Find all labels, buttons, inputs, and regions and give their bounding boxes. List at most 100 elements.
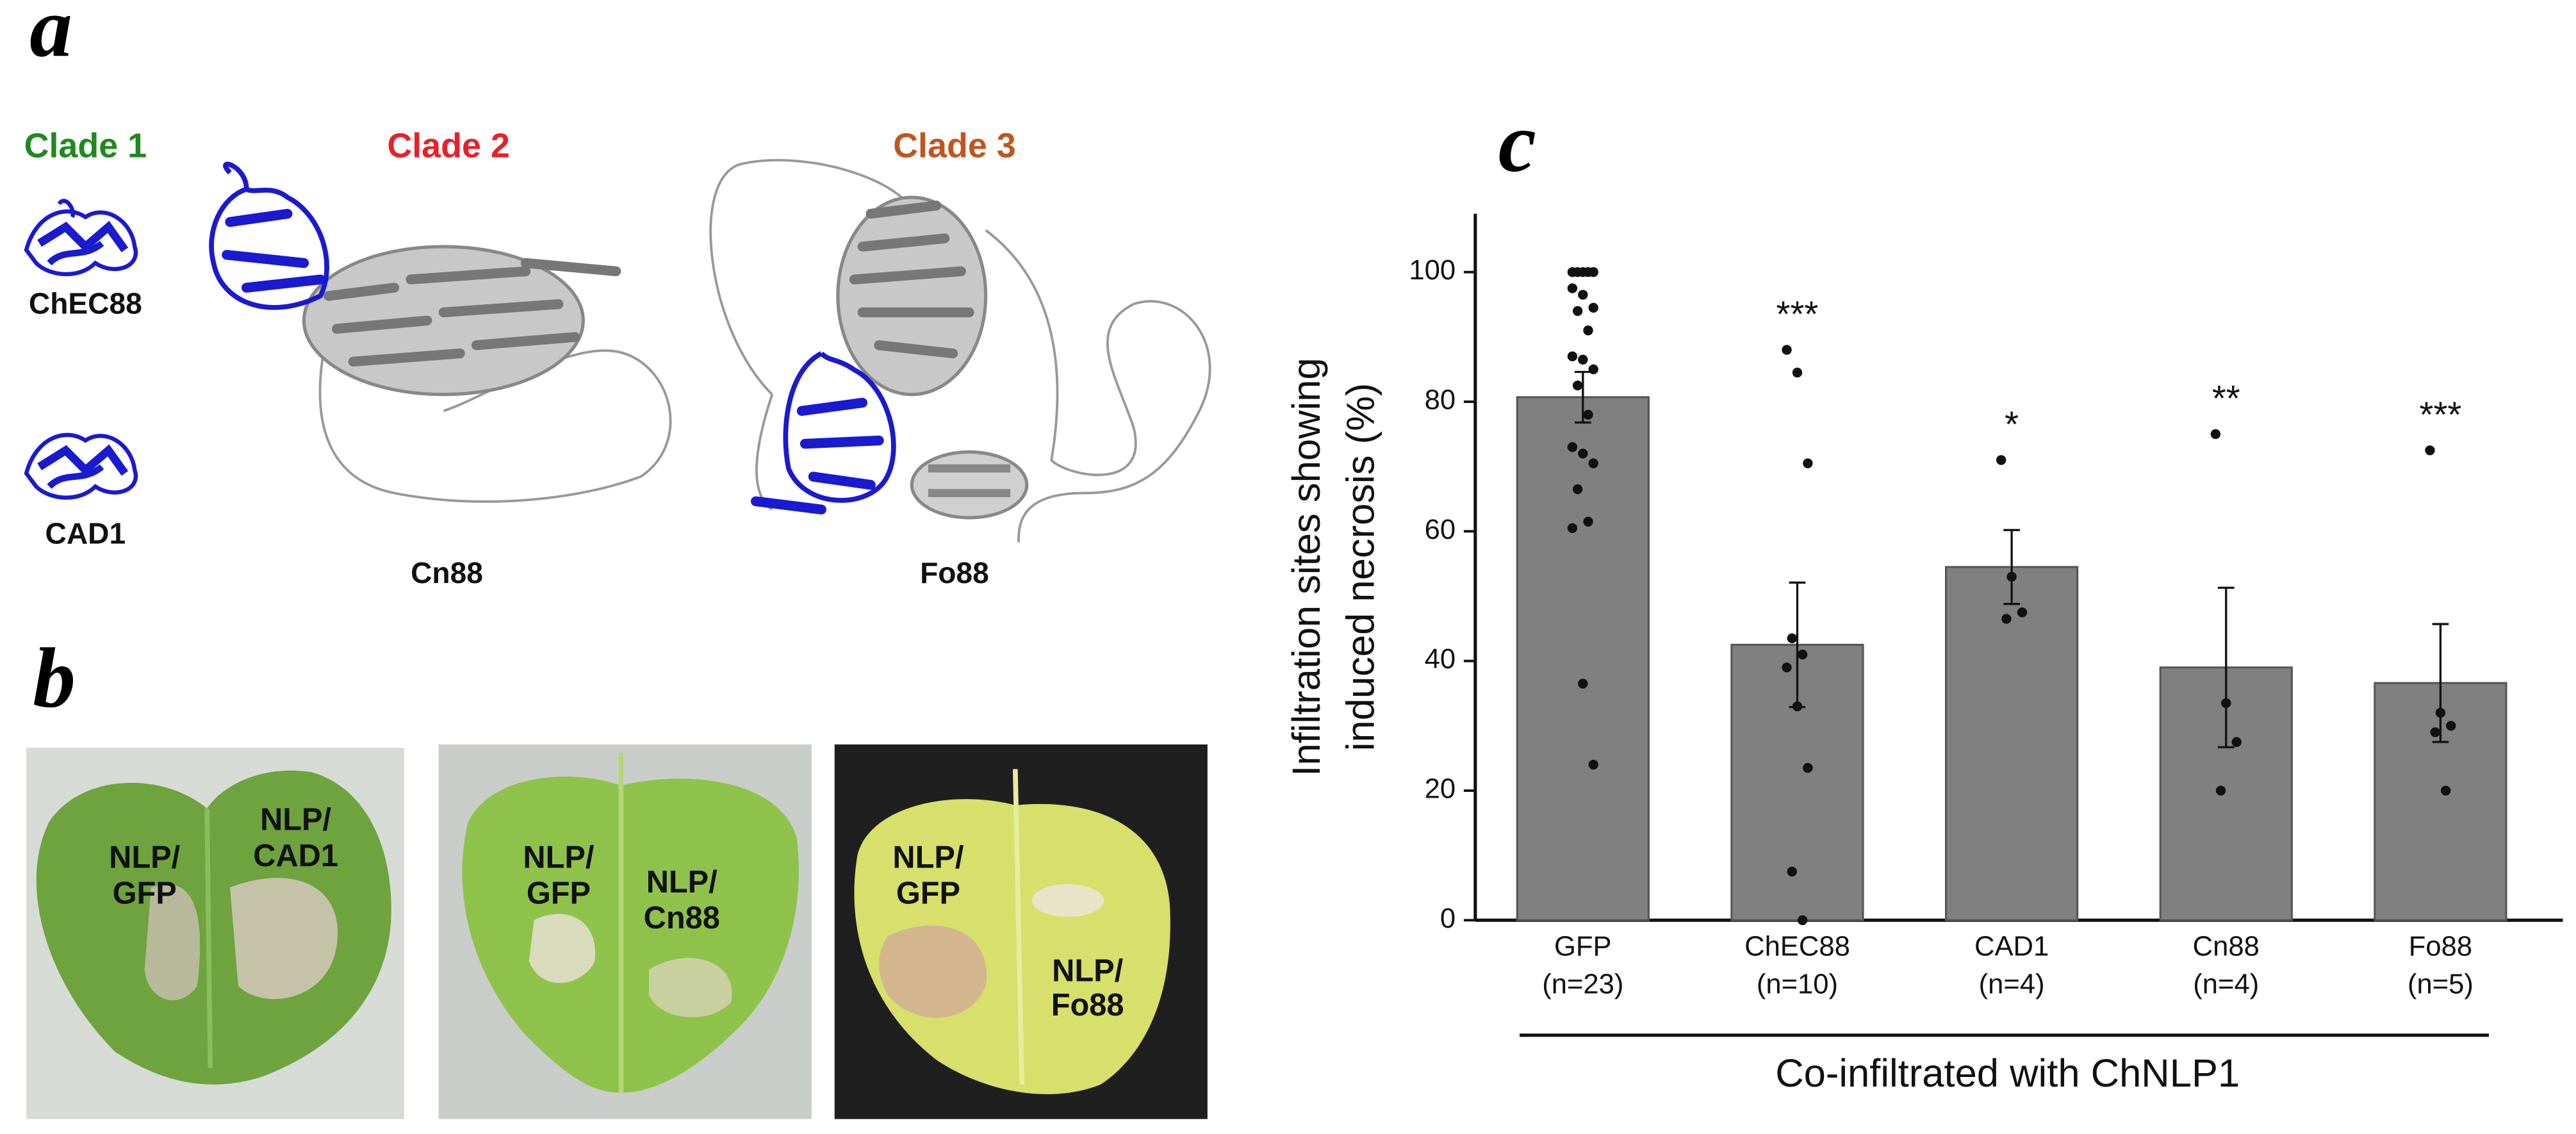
- protein-name: CAD1: [45, 516, 126, 550]
- leaf-label: NLP/: [109, 840, 180, 875]
- y-tick-label: 100: [1409, 255, 1456, 286]
- data-point: [1803, 458, 1813, 468]
- clade-title: Clade 1: [24, 126, 147, 165]
- data-point: [2425, 445, 2435, 456]
- x-tick-label: Fo88: [2409, 931, 2472, 962]
- bar: [1945, 566, 2079, 921]
- data-point: [1567, 283, 1578, 293]
- data-point: [1578, 448, 1588, 459]
- data-point: [1567, 442, 1578, 452]
- structure-fo88: [709, 159, 1211, 543]
- data-point: [1588, 364, 1598, 375]
- x-tick-label: Cn88: [2193, 931, 2260, 962]
- data-point: [1797, 915, 1808, 926]
- y-tick-label: 0: [1440, 903, 1456, 934]
- data-point: [2017, 607, 2028, 618]
- chart: 0 20 40 60 80 100 GFP (n=23) *** ChEC88 (n=10) * CAD…: [1409, 213, 2563, 999]
- data-point: [1572, 381, 1583, 391]
- leaf-label: NLP/: [892, 840, 964, 875]
- leaf-photo: NLP/ GFP NLP/ CAD1: [26, 748, 404, 1119]
- data-point: [1567, 351, 1578, 361]
- leaf-label: CAD1: [253, 839, 338, 873]
- leaf-label: GFP: [113, 876, 177, 911]
- y-axis-label: induced necrosis (%): [1339, 383, 1383, 752]
- x-tick-label: ChEC88: [1744, 931, 1850, 962]
- structure-chec88: [24, 199, 138, 277]
- y-tick-label: 60: [1425, 514, 1456, 545]
- y-tick-label: 20: [1425, 774, 1456, 805]
- leaf-photo: NLP/ GFP NLP/ Fo88: [834, 744, 1208, 1119]
- data-point: [2231, 737, 2242, 747]
- y-tick-label: 80: [1425, 385, 1456, 416]
- x-tick-sublabel: (n=4): [1979, 969, 2045, 999]
- panel-label: b: [33, 630, 76, 725]
- data-point: [2446, 721, 2456, 731]
- significance-label: ***: [2420, 395, 2462, 435]
- data-point: [2440, 785, 2451, 796]
- data-point: [1572, 484, 1583, 495]
- data-point: [1996, 455, 2006, 465]
- data-point: [1567, 523, 1578, 533]
- data-point: [1583, 325, 1593, 336]
- data-point: [1578, 354, 1588, 365]
- data-point: [1797, 649, 1808, 660]
- data-point: [1583, 409, 1593, 420]
- leaf-photo: NLP/ GFP NLP/ Cn88: [438, 744, 812, 1119]
- data-point: [1583, 267, 1593, 277]
- data-point: [2215, 785, 2226, 796]
- protein-name: ChEC88: [29, 286, 142, 320]
- data-point: [2221, 698, 2231, 709]
- leaf-label: NLP/: [523, 840, 594, 875]
- data-point: [1787, 633, 1797, 643]
- leaf-label: NLP/: [1052, 953, 1123, 988]
- x-tick-sublabel: (n=4): [2193, 969, 2259, 999]
- data-point: [1792, 701, 1803, 712]
- leaf-label: NLP/: [646, 865, 718, 900]
- data-point: [1588, 458, 1598, 468]
- x-tick-label: CAD1: [1974, 931, 2049, 962]
- data-point: [2210, 429, 2221, 440]
- protein-name: Cn88: [411, 556, 483, 589]
- data-point: [2001, 614, 2012, 624]
- data-point: [1782, 345, 1792, 355]
- significance-label: ***: [1776, 294, 1819, 334]
- data-point: [2430, 727, 2440, 737]
- data-point: [1782, 662, 1792, 673]
- data-point: [2006, 571, 2017, 582]
- significance-label: *: [2005, 404, 2019, 445]
- data-point: [2435, 707, 2446, 718]
- clade-title: Clade 3: [893, 126, 1016, 165]
- panel-label: a: [29, 0, 72, 74]
- data-point: [1578, 290, 1588, 300]
- x-tick-label: GFP: [1554, 931, 1612, 962]
- structure-cn88: [209, 161, 672, 503]
- data-point: [1588, 302, 1598, 313]
- data-point: [1787, 866, 1797, 877]
- data-point: [1572, 267, 1583, 277]
- data-point: [1578, 678, 1588, 689]
- structure-cad1: [24, 432, 138, 500]
- leaf-label: GFP: [896, 876, 960, 911]
- data-point: [1792, 367, 1803, 378]
- x-tick-sublabel: (n=5): [2408, 969, 2473, 999]
- data-point: [1572, 306, 1583, 316]
- leaf-label: Cn88: [644, 901, 720, 935]
- y-axis-label: Infiltration sites showing: [1284, 357, 1329, 776]
- data-point: [1583, 516, 1593, 527]
- leaf-label: NLP/: [260, 802, 331, 837]
- x-tick-sublabel: (n=10): [1757, 969, 1838, 999]
- leaf-label: Fo88: [1051, 988, 1124, 1023]
- panel-label: c: [1498, 95, 1536, 190]
- data-point: [1588, 759, 1598, 770]
- clade-title: Clade 2: [387, 126, 510, 165]
- significance-label: **: [2212, 378, 2240, 418]
- x-tick-sublabel: (n=23): [1542, 969, 1623, 999]
- y-tick-label: 40: [1425, 644, 1456, 675]
- bar: [1516, 396, 1650, 921]
- data-point: [1803, 762, 1813, 773]
- x-axis-label: Co-infiltrated with ChNLP1: [1775, 1051, 2240, 1096]
- protein-name: Fo88: [920, 556, 989, 589]
